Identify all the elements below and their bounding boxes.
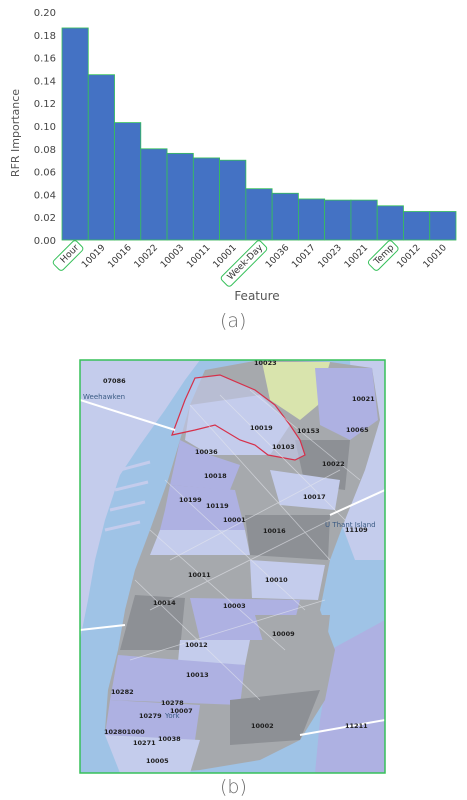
y-tick-label: 0.02: [34, 213, 56, 224]
y-tick-label: 0.14: [34, 76, 56, 87]
map-label: 10279: [139, 712, 162, 720]
zip-area-10021: [315, 368, 378, 440]
bar-10022: [140, 148, 168, 241]
y-tick-label: 0.20: [34, 8, 56, 19]
y-tick-label: 0.06: [34, 168, 56, 179]
zip-area-10017: [270, 470, 340, 510]
zip-area-10013: [110, 655, 245, 705]
highlight-box: [220, 240, 268, 287]
map-label: 10065: [346, 426, 369, 434]
zip-area-10016: [245, 515, 330, 560]
bar-10011: [192, 157, 220, 241]
highlight-box: [367, 240, 399, 271]
map-label: 10153: [297, 427, 320, 435]
map-label: 10022: [322, 460, 345, 468]
y-tick-label: 0.10: [34, 122, 56, 133]
y-tick-label: 0.00: [34, 236, 56, 247]
zip-area-10002: [230, 690, 320, 745]
map-frame: [79, 359, 386, 774]
bar-10036: [271, 192, 299, 241]
map-label: 10017: [303, 493, 326, 501]
y-tick-label: 0.16: [34, 54, 56, 65]
map-label: U Thant Island: [325, 521, 376, 529]
y-axis-label: RFR Importance: [9, 89, 22, 177]
map-label: 10282: [111, 688, 134, 696]
map-streets: [129, 389, 361, 701]
map-label: 10036: [195, 448, 218, 456]
bar-week-day: [245, 188, 273, 241]
y-tick-label: 0.08: [34, 145, 56, 156]
zip-area-10012: [178, 640, 250, 665]
bar-10016: [114, 122, 142, 241]
zip-area-10010: [250, 560, 325, 600]
bar-10021: [350, 199, 378, 241]
map-label: York: [164, 712, 181, 720]
map-label: 10103: [272, 443, 295, 451]
map-label: 10013: [186, 671, 209, 679]
map-label: 10199: [179, 496, 202, 504]
map-label: 10038: [158, 735, 181, 743]
map-label: 10005: [146, 757, 169, 765]
bar-10010: [429, 211, 457, 241]
map-label: 10018: [204, 472, 227, 480]
map-label: 11211: [345, 722, 368, 730]
map-bridges: [80, 399, 385, 736]
bar-10017: [297, 198, 326, 241]
highlight-box: [52, 240, 84, 271]
x-axis-label: Feature: [234, 289, 279, 303]
bars: [61, 27, 457, 241]
panel-label-b: (b): [220, 776, 247, 798]
bar-10001: [219, 159, 247, 241]
feature-importance-chart: 0.00 0.02 0.04 0.06 0.08 0.10 0.12 0.14 0.16 0.18…: [9, 8, 457, 303]
map-label: 10278: [161, 699, 184, 707]
map-label: Weehawken: [83, 393, 125, 401]
map-label: 07086: [103, 377, 126, 385]
map-label: 10002: [251, 722, 274, 730]
bar-hour: [61, 27, 89, 241]
zip-area-10014: [120, 595, 185, 650]
map-label: 102801000: [104, 728, 145, 736]
map-nj-land: [80, 360, 200, 640]
zip-area-10011: [140, 555, 250, 600]
map-label: 10011: [188, 571, 211, 579]
zip-area-10018: [165, 485, 240, 510]
zip-area-10278: [105, 700, 200, 740]
y-tick-label: 0.04: [34, 190, 56, 201]
zip-area-10119: [160, 510, 245, 530]
map-label: 10003: [223, 602, 246, 610]
zip-area-10036: [170, 440, 240, 490]
map-label: 10023: [254, 359, 277, 367]
map-label: 10010: [265, 576, 288, 584]
map-piers: [104, 460, 151, 532]
map-label: 10119: [206, 502, 229, 510]
map-label: 10014: [153, 599, 176, 607]
map-label: 10271: [133, 739, 156, 747]
y-tick-label: 0.12: [34, 99, 56, 110]
map-label: 10019: [250, 424, 273, 432]
zip-area-10001: [150, 530, 250, 555]
highlighted-zone: [171, 374, 306, 461]
y-tick-label: 0.18: [34, 31, 56, 42]
map-label: 10007: [170, 707, 193, 715]
panel-label-a: (a): [220, 310, 247, 332]
zip-area-10038: [105, 735, 200, 773]
map-label: 10016: [263, 527, 286, 535]
map-label: 10021: [352, 395, 375, 403]
bar-10003: [166, 152, 194, 241]
map-label: 10001: [223, 516, 246, 524]
map-central-park: [262, 362, 330, 420]
zip-area-10009: [255, 615, 330, 665]
map-labels: 10023 07086 Weehawken 10021 10019 10153 10065 1…: [83, 359, 376, 765]
map-label: 11109: [345, 526, 368, 534]
map-label: 10009: [272, 630, 295, 638]
bar-10012: [403, 211, 431, 241]
bar-10023: [324, 199, 352, 241]
map-label: 10012: [185, 641, 208, 649]
